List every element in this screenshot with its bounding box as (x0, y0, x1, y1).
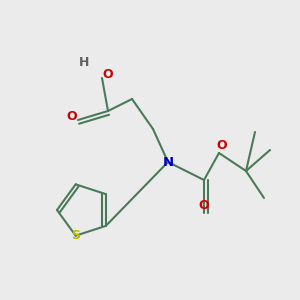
Text: S: S (71, 229, 80, 242)
Text: O: O (103, 68, 113, 82)
Text: N: N (162, 155, 174, 169)
Text: O: O (67, 110, 77, 124)
Text: O: O (217, 139, 227, 152)
Text: H: H (79, 56, 89, 70)
Text: O: O (199, 199, 209, 212)
